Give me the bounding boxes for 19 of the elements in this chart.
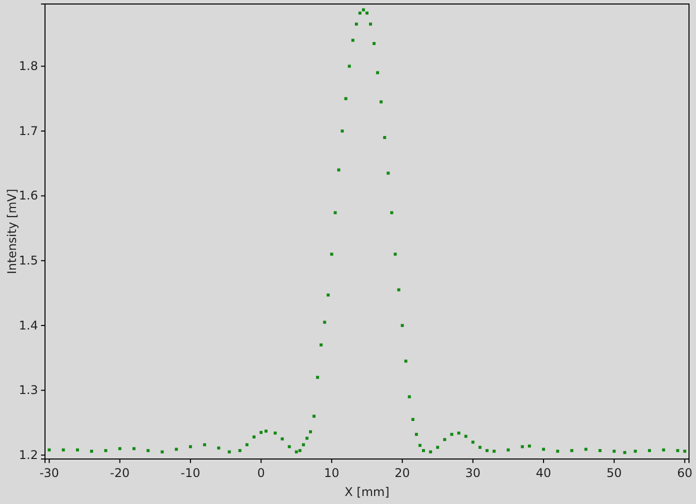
y-axis-title: Intensity [mV] <box>5 188 19 274</box>
y-tick-label: 1.7 <box>18 124 38 138</box>
x-tick-label: 20 <box>394 466 410 480</box>
x-tick-label: -30 <box>39 466 60 480</box>
y-tick-label: 1.5 <box>18 254 38 268</box>
x-tick-label: 0 <box>257 466 265 480</box>
y-tick-label: 1.4 <box>18 318 38 332</box>
x-tick-label: 40 <box>536 466 552 480</box>
x-tick-label: 30 <box>465 466 481 480</box>
x-tick-label: -10 <box>180 466 200 480</box>
y-tick-label: 1.8 <box>18 59 38 74</box>
x-tick-label: 60 <box>677 466 692 480</box>
x-tick-label: -20 <box>110 466 130 480</box>
y-tick-label: 1.3 <box>18 383 38 398</box>
x-axis-title: X [mm] <box>344 485 390 499</box>
y-tick-label: 1.2 <box>18 448 38 462</box>
x-tick-label: 10 <box>324 466 340 480</box>
y-tick-label: 1.6 <box>18 188 38 203</box>
x-tick-label: 50 <box>606 466 622 480</box>
